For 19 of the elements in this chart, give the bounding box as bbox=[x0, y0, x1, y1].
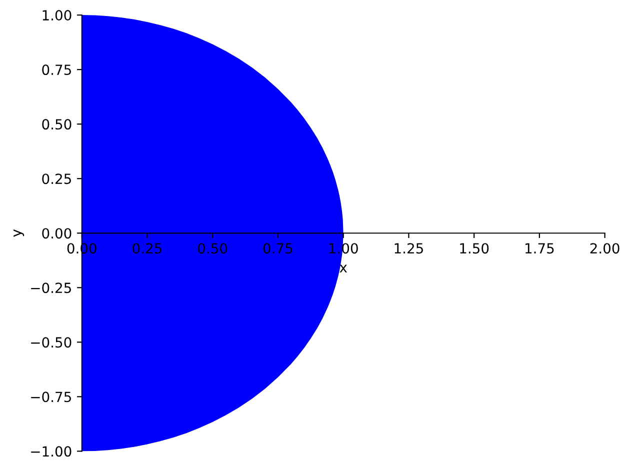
x-tick-label: 1.75 bbox=[526, 243, 554, 254]
x-tick-label: 0.75 bbox=[263, 243, 292, 254]
y-tick-label: 0.25 bbox=[42, 174, 71, 184]
x-tick-label: 0.25 bbox=[132, 243, 162, 254]
x-tick-label: 1.25 bbox=[394, 243, 423, 254]
y-tick-label: 0.75 bbox=[42, 64, 71, 76]
y-tick-label: −0.50 bbox=[31, 337, 72, 348]
y-axis-title: y bbox=[14, 229, 24, 237]
y-tick-label: −1.00 bbox=[31, 446, 72, 457]
y-tick-label: 0.50 bbox=[42, 119, 72, 130]
y-tick-label: 0.00 bbox=[42, 228, 72, 239]
y-tick-label: −0.75 bbox=[31, 392, 71, 402]
x-tick-label: 1.50 bbox=[460, 243, 489, 254]
x-tick-label: 0.50 bbox=[198, 243, 228, 254]
x-axis-title: x bbox=[340, 264, 348, 272]
x-tick-label: 2.00 bbox=[590, 243, 620, 254]
y-tick-label: −0.25 bbox=[31, 282, 71, 294]
x-tick-label: 0.00 bbox=[67, 243, 96, 254]
y-tick-label: 1.00 bbox=[42, 10, 72, 21]
